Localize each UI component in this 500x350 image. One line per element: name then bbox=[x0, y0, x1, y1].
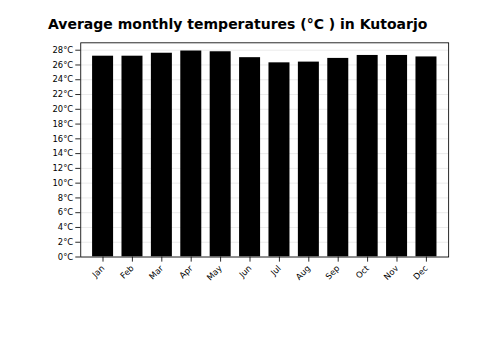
svg-text:12°C: 12°C bbox=[52, 163, 73, 173]
svg-text:May: May bbox=[205, 263, 224, 282]
svg-text:Jun: Jun bbox=[236, 263, 253, 280]
svg-text:2°C: 2°C bbox=[58, 237, 74, 247]
svg-text:18°C: 18°C bbox=[52, 119, 73, 129]
svg-text:Aug: Aug bbox=[293, 263, 312, 282]
svg-text:Sep: Sep bbox=[323, 263, 341, 281]
svg-text:20°C: 20°C bbox=[52, 104, 73, 114]
svg-text:26°C: 26°C bbox=[52, 60, 73, 70]
svg-text:Apr: Apr bbox=[177, 263, 195, 281]
svg-text:Oct: Oct bbox=[354, 263, 372, 281]
svg-text:28°C: 28°C bbox=[52, 45, 73, 55]
svg-text:24°C: 24°C bbox=[52, 74, 73, 84]
svg-text:Nov: Nov bbox=[382, 263, 401, 282]
html-text:Average monthly temperatures (: Average monthly temperatures (°C ) in Ku… bbox=[48, 16, 428, 32]
svg-text:Feb: Feb bbox=[118, 263, 136, 281]
svg-text:4°C: 4°C bbox=[58, 222, 74, 232]
svg-text:Dec: Dec bbox=[411, 263, 430, 282]
svg-text:Mar: Mar bbox=[147, 263, 166, 282]
svg-text:22°C: 22°C bbox=[52, 89, 73, 99]
svg-text:0°C: 0°C bbox=[58, 252, 74, 262]
svg-text:8°C: 8°C bbox=[58, 193, 74, 203]
svg-text:6°C: 6°C bbox=[58, 207, 74, 217]
svg-text:14°C: 14°C bbox=[52, 148, 73, 158]
svg-text:Jul: Jul bbox=[268, 263, 283, 278]
svg-text:Jan: Jan bbox=[89, 263, 106, 280]
svg-text:16°C: 16°C bbox=[52, 134, 73, 144]
svg-text:10°C: 10°C bbox=[52, 178, 73, 188]
